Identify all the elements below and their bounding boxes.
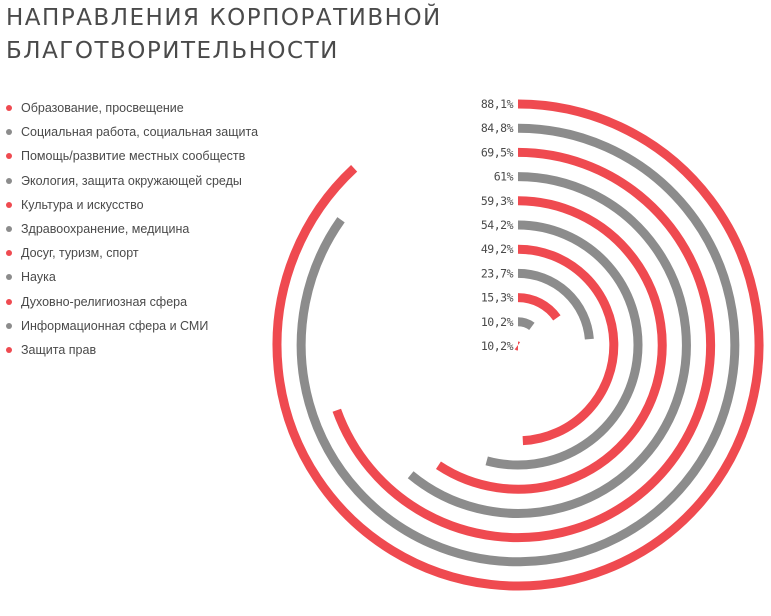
legend-label: Информационная сфера и СМИ [21, 318, 209, 333]
radial-bar [272, 99, 764, 591]
legend-item: Экология, защита окружающей среды [6, 169, 258, 193]
value-label: 54,2% [481, 218, 514, 232]
legend-item: Культура и искусство [6, 193, 258, 217]
value-label: 61% [494, 170, 514, 184]
value-label: 69,5% [481, 145, 514, 159]
legend-item: Помощь/развитие местных сообществ [6, 144, 258, 168]
value-label: 23,7% [481, 266, 514, 280]
legend-item: Наука [6, 265, 258, 289]
legend-item: Досуг, туризм, спорт [6, 241, 258, 265]
radial-bar [517, 268, 594, 340]
legend-label: Образование, просвещение [21, 101, 184, 116]
value-label: 84,8% [481, 121, 514, 135]
legend-dot [6, 298, 12, 305]
value-label: 59,3% [481, 194, 514, 208]
legend-dot [6, 274, 12, 281]
legend-label: Социальная работа, социальная защита [21, 125, 259, 140]
value-label: 10,2% [481, 339, 514, 353]
legend-label: Помощь/развитие местных сообществ [21, 149, 246, 164]
legend-item: Духовно-религиозная сфера [6, 290, 258, 314]
legend-dot [6, 201, 12, 208]
legend-dot [6, 177, 12, 184]
radial-bar [296, 123, 740, 567]
legend-label: Культура и искусство [21, 197, 144, 212]
radial-bar [332, 147, 716, 543]
legend-dot [6, 226, 12, 233]
radial-bar [407, 172, 691, 518]
legend-label: Наука [21, 270, 56, 285]
value-label: 15,3% [481, 291, 514, 305]
legend-dot [6, 322, 12, 329]
legend-dot [6, 129, 12, 136]
legend-item: Образование, просвещение [6, 96, 258, 120]
radial-bar [517, 293, 561, 321]
legend: Образование, просвещение Социальная работ… [6, 96, 258, 362]
legend-item: Защита прав [6, 338, 258, 362]
legend-label: Здравоохранение, медицина [21, 222, 190, 237]
radial-bar [517, 244, 619, 446]
legend-dot [6, 105, 12, 112]
legend-label: Духовно-религиозная сфера [21, 294, 188, 309]
legend-label: Досуг, туризм, спорт [21, 246, 139, 261]
legend-dot [6, 346, 12, 353]
legend-dot [6, 153, 12, 160]
value-label: 88,1% [481, 97, 514, 111]
radial-bar [435, 196, 667, 494]
chart-title-line-2: БЛАГОТВОРИТЕЛЬНОСТИ [6, 38, 339, 64]
legend-item: Социальная работа, социальная защита [6, 120, 258, 144]
value-label: 10,2% [481, 315, 514, 329]
radial-bar [485, 220, 643, 470]
legend-item: Здравоохранение, медицина [6, 217, 258, 241]
legend-dot [6, 250, 12, 257]
legend-item: Информационная сфера и СМИ [6, 314, 258, 338]
chart-title-line-1: НАПРАВЛЕНИЯ КОРПОРАТИВНОЙ [6, 5, 442, 31]
chart-title: НАПРАВЛЕНИЯ КОРПОРАТИВНОЙ БЛАГОТВОРИТЕЛЬ… [6, 2, 442, 68]
value-label: 49,2% [481, 242, 514, 256]
legend-label: Экология, защита окружающей среды [21, 173, 242, 188]
radial-bar [517, 317, 535, 331]
legend-label: Защита прав [21, 342, 97, 357]
